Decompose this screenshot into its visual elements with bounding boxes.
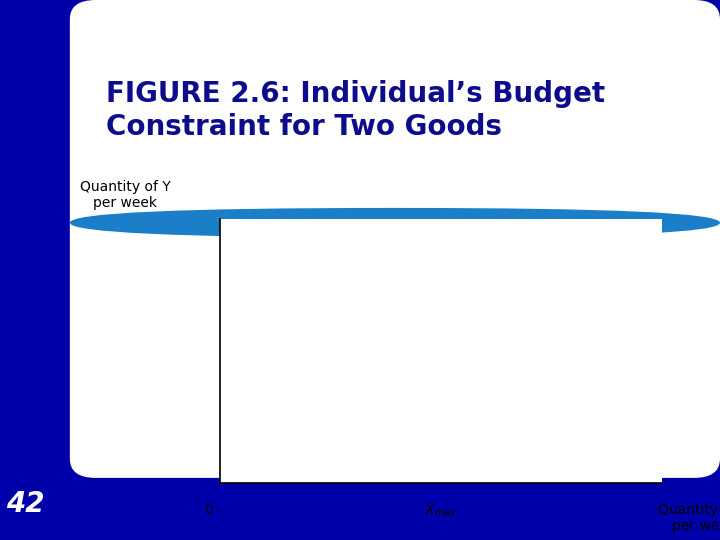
Text: 42: 42 xyxy=(6,490,45,517)
Text: 0: 0 xyxy=(204,503,213,517)
Text: Quantity of Y
per week: Quantity of Y per week xyxy=(80,180,171,211)
Text: $X_{max}$: $X_{max}$ xyxy=(424,503,458,519)
FancyBboxPatch shape xyxy=(70,208,720,238)
Text: Quantity of X
per week: Quantity of X per week xyxy=(658,503,720,533)
FancyBboxPatch shape xyxy=(70,0,720,478)
Text: FIGURE 2.6: Individual’s Budget
Constraint for Two Goods: FIGURE 2.6: Individual’s Budget Constrai… xyxy=(106,79,605,141)
